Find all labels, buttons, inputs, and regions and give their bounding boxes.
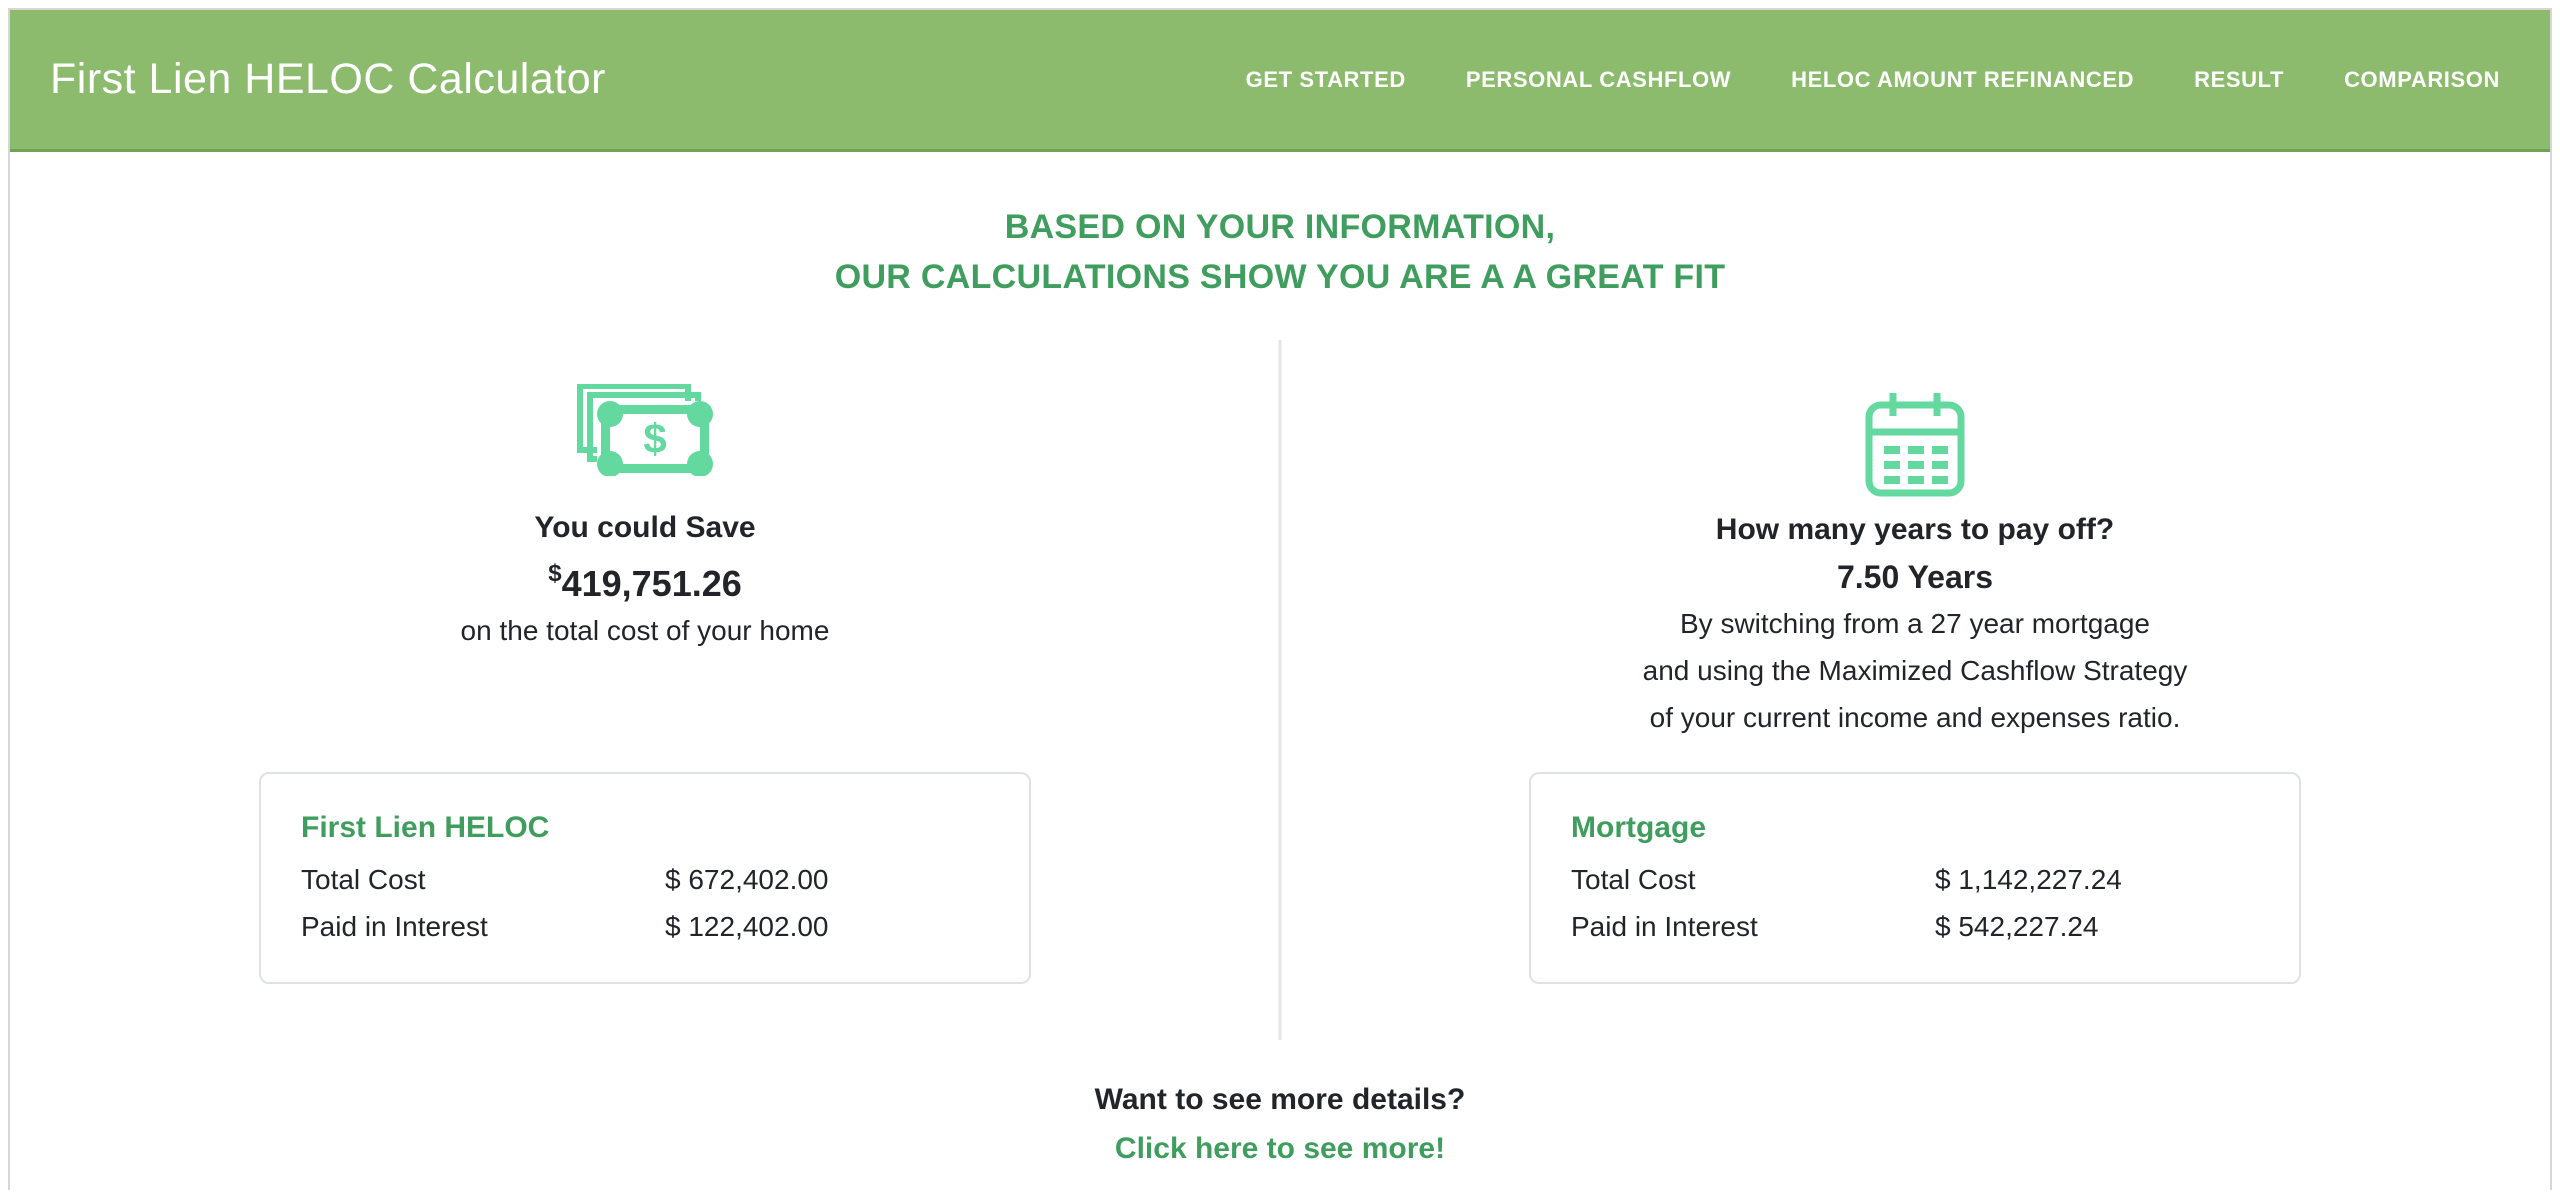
more-details-question: Want to see more details? (1094, 1083, 1466, 1116)
heloc-card: First Lien HELOC Total Cost $ 672,402.00… (259, 772, 1031, 984)
payoff-description-line2: and using the Maximized Cashflow Strateg… (1642, 655, 2188, 686)
app-title: First Lien HELOC Calculator (50, 55, 606, 103)
calendar-icon (1859, 388, 1971, 500)
payoff-heading: How many years to pay off? (1715, 513, 2115, 546)
nav-get-started[interactable]: GET STARTED (1245, 66, 1406, 92)
mortgage-paid-interest-row: Paid in Interest $ 542,227.24 (1571, 903, 2259, 950)
heloc-total-cost-row: Total Cost $ 672,402.00 (301, 856, 989, 903)
savings-caption: on the total cost of your home (460, 615, 830, 646)
row-label: Total Cost (301, 864, 426, 895)
heloc-paid-interest-row: Paid in Interest $ 122,402.00 (301, 903, 989, 950)
row-value: $ 542,227.24 (1935, 911, 2099, 942)
dollar-superscript: $ (548, 560, 562, 587)
result-headline: BASED ON YOUR INFORMATION, OUR CALCULATI… (10, 202, 2550, 302)
headline-line1: BASED ON YOUR INFORMATION, (1004, 208, 1556, 246)
svg-text:$: $ (643, 415, 666, 462)
results-columns: $ You could Save $419,751.26 on the tota… (10, 332, 2550, 1042)
row-label: Total Cost (1571, 864, 1696, 895)
headline-line2: OUR CALCULATIONS SHOW YOU ARE A A GREAT … (834, 258, 1726, 296)
row-value: $ 122,402.00 (665, 911, 829, 942)
heloc-card-title: First Lien HELOC (301, 811, 550, 844)
page-frame: First Lien HELOC Calculator GET STARTED … (8, 8, 2552, 1190)
nav-heloc-amount-refinanced[interactable]: HELOC AMOUNT REFINANCED (1791, 66, 2135, 92)
nav-personal-cashflow[interactable]: PERSONAL CASHFLOW (1465, 66, 1732, 92)
column-divider (1278, 340, 1282, 1040)
payoff-description: By switching from a 27 year mortgage and… (1643, 600, 2188, 741)
see-more-link[interactable]: Click here to see more! (1114, 1132, 1446, 1165)
savings-column: $ You could Save $419,751.26 on the tota… (10, 332, 1280, 1042)
mortgage-card-title: Mortgage (1571, 811, 1706, 844)
money-bills-icon: $ (576, 384, 714, 476)
payoff-description-line1: By switching from a 27 year mortgage (1680, 608, 2150, 639)
nav-result[interactable]: RESULT (2194, 66, 2285, 92)
savings-amount: $419,751.26 (548, 560, 742, 604)
row-value: $ 672,402.00 (665, 864, 829, 895)
main-nav: GET STARTED PERSONAL CASHFLOW HELOC AMOU… (1246, 67, 2500, 93)
payoff-description-line3: of your current income and expenses rati… (1649, 702, 2181, 733)
payoff-years: 7.50 Years (1836, 559, 1993, 595)
row-label: Paid in Interest (301, 911, 488, 942)
mortgage-card: Mortgage Total Cost $ 1,142,227.24 Paid … (1529, 772, 2301, 984)
footer: Want to see more details? Click here to … (10, 1076, 2550, 1172)
row-label: Paid in Interest (1571, 911, 1758, 942)
nav-comparison[interactable]: COMPARISON (2344, 66, 2500, 92)
payoff-column: How many years to pay off? 7.50 Years By… (1280, 332, 2550, 1042)
row-value: $ 1,142,227.24 (1935, 864, 2122, 895)
app-header: First Lien HELOC Calculator GET STARTED … (10, 10, 2550, 152)
result-page: BASED ON YOUR INFORMATION, OUR CALCULATI… (10, 202, 2550, 1172)
mortgage-total-cost-row: Total Cost $ 1,142,227.24 (1571, 856, 2259, 903)
savings-heading: You could Save (534, 511, 756, 544)
